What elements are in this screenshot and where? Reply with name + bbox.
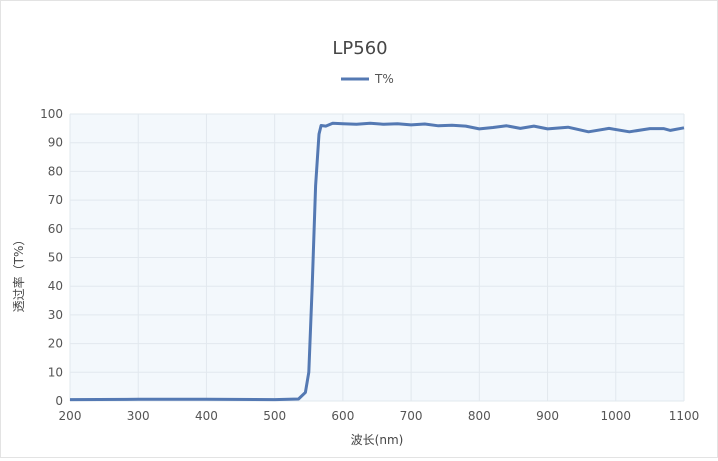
x-tick-label: 700	[400, 409, 423, 423]
y-tick-label: 60	[48, 222, 63, 236]
y-tick-label: 50	[48, 251, 63, 265]
x-axis-label: 波长(nm)	[351, 433, 404, 447]
x-tick-label: 1100	[669, 409, 700, 423]
series-line-T%	[69, 121, 685, 402]
x-tick-label: 600	[331, 409, 354, 423]
x-tick-label: 1000	[601, 409, 632, 423]
y-tick-label: 0	[55, 394, 63, 408]
chart-title: LP560	[332, 38, 387, 59]
y-tick-label: 90	[48, 136, 63, 150]
x-tick-label: 800	[468, 409, 491, 423]
x-tick-label: 900	[536, 409, 559, 423]
y-tick-label: 10	[48, 365, 63, 379]
y-tick-label: 100	[40, 107, 63, 121]
y-tick-label: 40	[48, 279, 63, 293]
legend[interactable]: T%	[341, 72, 394, 86]
x-tick-label: 200	[59, 409, 82, 423]
legend-label: T%	[374, 72, 394, 86]
y-axis-label: 透过率（T%）	[11, 234, 26, 313]
y-tick-label: 20	[48, 337, 63, 351]
y-tick-label: 30	[48, 308, 63, 322]
y-tick-label: 70	[48, 193, 63, 207]
grid	[69, 113, 685, 402]
x-tick-label: 400	[195, 409, 218, 423]
x-tick-label: 500	[263, 409, 286, 423]
y-tick-label: 80	[48, 164, 63, 178]
ticks: 200 300 400 500 600 700 800 900 1000 1100 0 10 20 30 4…	[40, 107, 699, 423]
x-tick-label: 300	[127, 409, 150, 423]
